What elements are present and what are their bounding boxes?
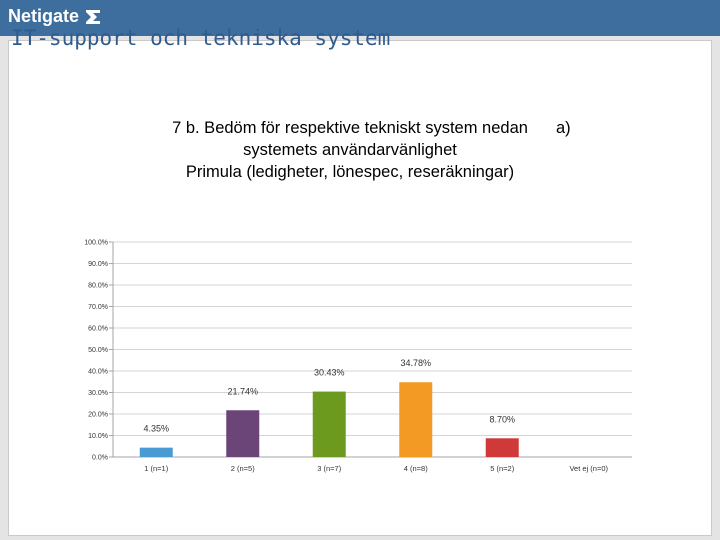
data-label: 8.70% xyxy=(489,414,515,424)
bar xyxy=(399,382,433,457)
page-title: IT-support och tekniska system xyxy=(11,26,391,50)
bar xyxy=(139,447,173,457)
data-label: 21.74% xyxy=(227,386,258,396)
top-bar: Netigate xyxy=(0,0,720,36)
bar xyxy=(226,410,260,457)
y-tick-label: 60.0% xyxy=(88,326,108,333)
chart-title-suffix: a) xyxy=(556,119,571,137)
y-tick-label: 40.0% xyxy=(88,369,108,376)
y-tick-label: 30.0% xyxy=(88,390,108,397)
y-tick-label: 0.0% xyxy=(92,455,108,462)
bar xyxy=(312,391,346,457)
chart-title-line: systemets användarvänlighet xyxy=(243,141,457,159)
y-tick-label: 10.0% xyxy=(88,433,108,440)
chart-title-line: 7 b. Bedöm för respektive tekniskt syste… xyxy=(172,119,528,137)
data-label: 30.43% xyxy=(314,368,345,378)
y-tick-label: 80.0% xyxy=(88,283,108,290)
y-tick-label: 70.0% xyxy=(88,304,108,311)
netigate-logo: Netigate xyxy=(8,6,101,27)
data-label: 4.35% xyxy=(143,424,169,434)
x-tick-label: 2 (n=5) xyxy=(231,464,255,473)
chart-title-line: Primula (ledigheter, lönespec, reseräkni… xyxy=(185,163,515,181)
x-tick-label: 4 (n=8) xyxy=(404,464,428,473)
brand-name: Netigate xyxy=(8,6,80,26)
x-tick-label: 5 (n=2) xyxy=(490,464,514,473)
content-panel xyxy=(8,40,712,536)
x-tick-label: Vet ej (n=0) xyxy=(569,464,608,473)
chart-title: 7 b. Bedöm för respektive tekniskt syste… xyxy=(110,117,590,183)
x-tick-label: 3 (n=7) xyxy=(317,464,341,473)
y-tick-label: 90.0% xyxy=(88,261,108,268)
data-label: 34.78% xyxy=(400,358,431,368)
y-tick-label: 20.0% xyxy=(88,412,108,419)
netigate-mark-icon xyxy=(86,9,101,24)
bar xyxy=(485,438,519,457)
x-tick-label: 1 (n=1) xyxy=(144,464,168,473)
y-tick-label: 100.0% xyxy=(84,240,108,247)
y-tick-label: 50.0% xyxy=(88,347,108,354)
